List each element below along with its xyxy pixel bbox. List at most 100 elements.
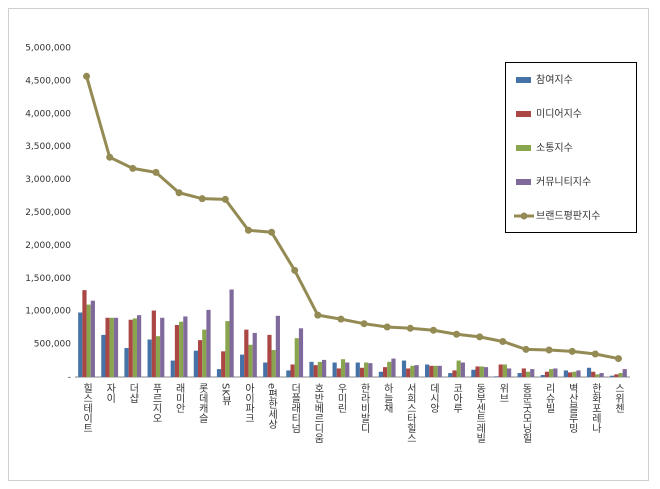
line-marker <box>291 266 299 274</box>
bar <box>244 329 249 377</box>
bar <box>414 365 419 377</box>
bar <box>456 360 461 377</box>
bar <box>252 332 257 377</box>
x-tick-label: 한라비발디 <box>358 383 370 434</box>
legend-label: 참여지수 <box>536 74 573 86</box>
bar <box>471 369 476 377</box>
bar <box>179 321 184 377</box>
line-marker <box>221 195 229 203</box>
line-marker <box>568 347 576 355</box>
legend-swatch <box>516 179 531 185</box>
bar <box>263 362 268 377</box>
x-tick-label: 동문굿모닝힐 <box>520 383 532 443</box>
line-marker <box>314 311 322 319</box>
bar <box>387 361 392 377</box>
line-marker <box>129 164 137 172</box>
bar <box>322 359 327 377</box>
bar <box>483 367 489 377</box>
bar <box>591 371 596 377</box>
bar <box>294 338 299 377</box>
bar <box>475 366 480 377</box>
bar <box>433 365 438 377</box>
bar <box>197 340 203 377</box>
x-tick-label: 리슈빌 <box>543 383 555 413</box>
bar <box>618 373 623 377</box>
line-marker <box>106 153 114 161</box>
line-marker <box>175 189 183 197</box>
bar <box>82 290 87 377</box>
bar <box>216 369 222 377</box>
line-marker <box>406 324 414 332</box>
bar <box>406 368 411 377</box>
x-tick-label: 코아루 <box>451 383 463 414</box>
bar <box>364 362 369 377</box>
bar <box>105 317 110 377</box>
bar <box>286 370 291 377</box>
bar <box>101 334 106 377</box>
x-tick-label: 동부센트레빌 <box>474 383 486 443</box>
x-tick-label: 데시앙 <box>427 383 439 413</box>
bar <box>313 365 318 377</box>
bar <box>437 365 442 377</box>
bar <box>317 361 323 377</box>
y-tick-label: 5,000,000 <box>25 44 71 54</box>
bar <box>332 362 337 377</box>
y-tick-label: 4,000,000 <box>25 109 71 119</box>
bar <box>86 304 91 377</box>
bar <box>206 309 211 377</box>
bar <box>610 375 615 377</box>
x-tick-label: SK뷰 <box>219 383 231 407</box>
x-tick-label: 자이 <box>104 383 116 404</box>
bar <box>382 367 388 377</box>
bar <box>572 371 577 377</box>
line-marker <box>614 355 622 363</box>
line-marker <box>591 350 599 358</box>
line-marker <box>453 330 461 338</box>
y-tick-label: 1,000,000 <box>25 307 71 317</box>
legend-swatch <box>516 77 531 83</box>
bar <box>275 315 280 377</box>
y-tick-label: 3,000,000 <box>25 175 71 185</box>
line-marker <box>429 326 437 334</box>
bar <box>502 364 508 377</box>
y-tick-label: 2,500,000 <box>25 208 71 218</box>
bar <box>521 368 526 377</box>
y-tick-label: - <box>68 373 71 383</box>
bar <box>549 369 554 377</box>
y-tick-label: 1,500,000 <box>25 274 71 284</box>
x-tick-label: 힐스테이트 <box>81 382 93 433</box>
x-tick-label: 우미린 <box>335 383 347 413</box>
bar <box>540 375 545 377</box>
legend-marker <box>520 212 528 220</box>
x-tick-label: 호반베르디움 <box>312 383 324 443</box>
bar <box>90 300 95 377</box>
bar <box>160 317 165 377</box>
legend-swatch <box>516 145 531 151</box>
bar <box>229 289 234 377</box>
bar <box>109 317 114 377</box>
x-tick-label: 위브 <box>497 382 509 403</box>
bar <box>530 369 535 377</box>
bar <box>290 364 295 377</box>
bar <box>267 334 272 377</box>
bar <box>425 364 430 377</box>
bar <box>128 319 133 377</box>
x-tick-label: 더플래티넘 <box>289 383 301 433</box>
legend-label: 커뮤니티지수 <box>536 176 591 188</box>
x-tick-label: 아이파크 <box>242 383 254 423</box>
bar <box>248 344 253 377</box>
legend-label: 소통지수 <box>536 142 573 154</box>
bar <box>359 367 365 377</box>
bar <box>429 365 434 377</box>
x-tick-label: 벽산블루밍 <box>566 383 578 433</box>
bar <box>340 359 346 377</box>
bar <box>525 371 531 377</box>
bar <box>183 316 188 377</box>
bar <box>391 358 396 377</box>
bar <box>137 315 142 377</box>
bar <box>595 374 600 377</box>
line-marker <box>83 72 91 80</box>
bar <box>498 364 503 377</box>
y-tick-label: 2,000,000 <box>25 241 71 251</box>
